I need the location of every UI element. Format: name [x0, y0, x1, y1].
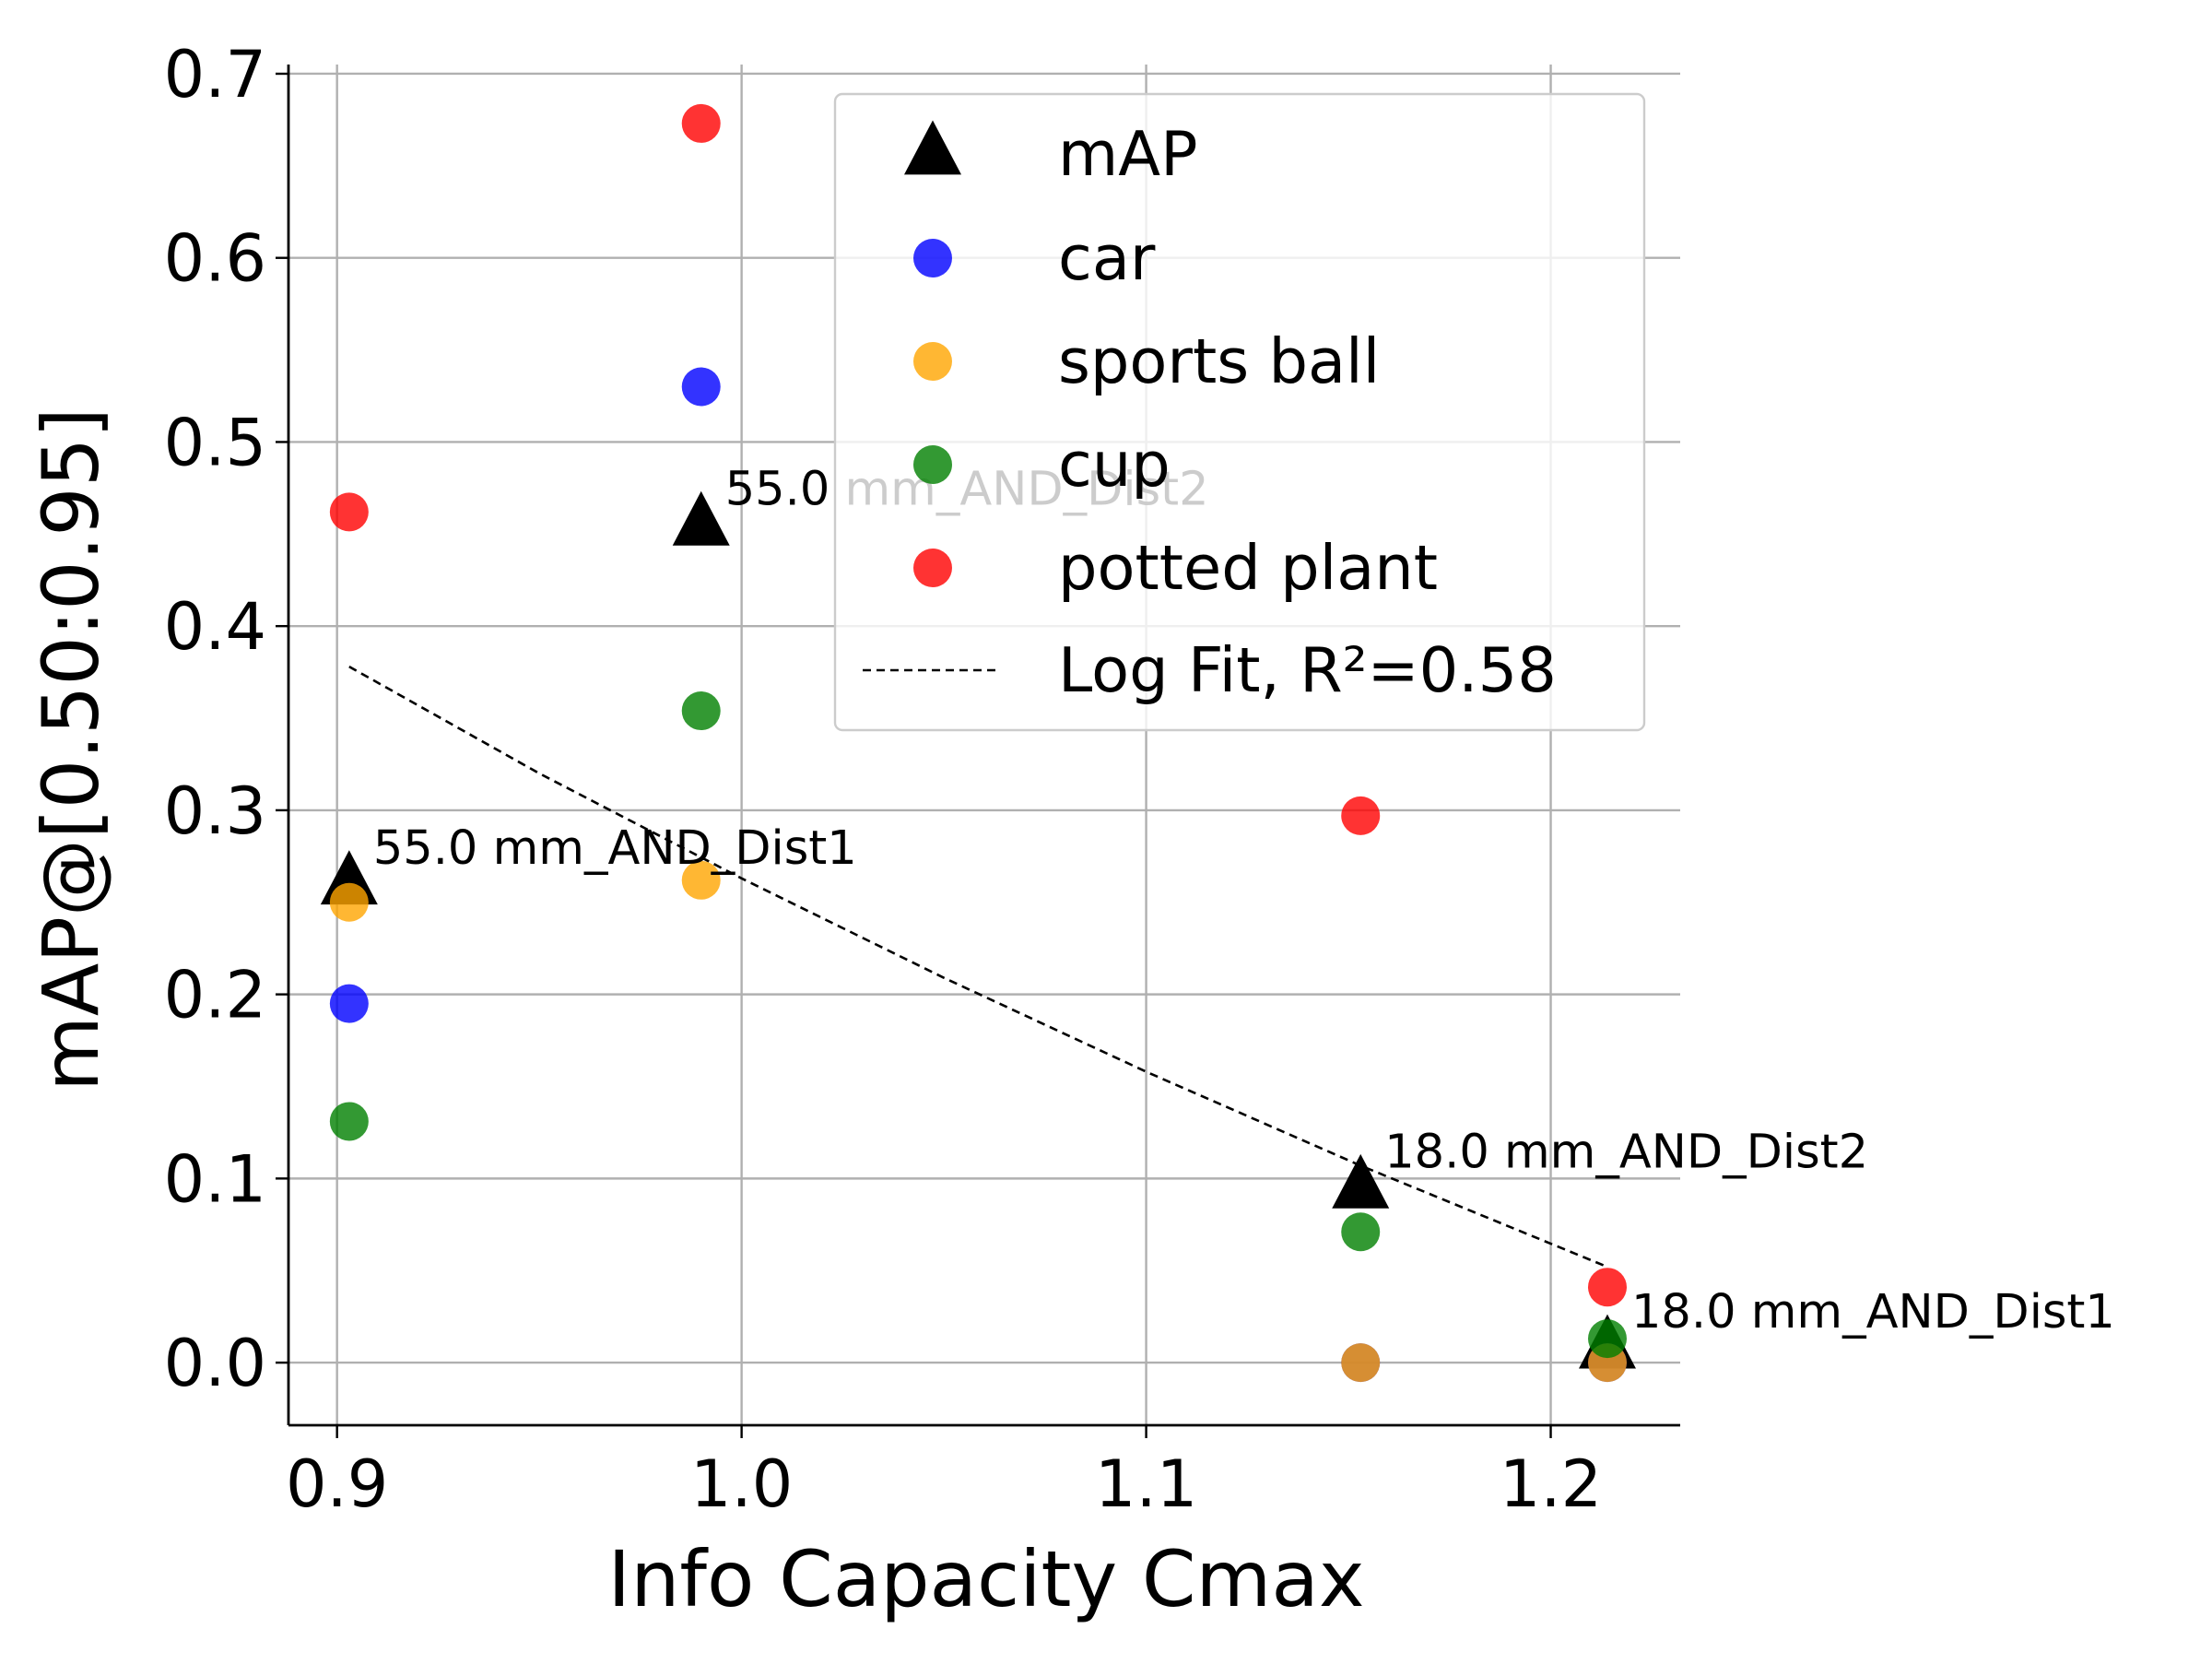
legend-label-map: mAP — [1058, 118, 1198, 190]
map-point — [672, 490, 730, 546]
y-tick-label: 0.2 — [164, 958, 266, 1033]
potted-plant-point — [329, 492, 369, 532]
legend-marker-cup — [913, 445, 952, 484]
data-points — [320, 103, 1636, 1383]
legend-label-sports-ball: sports ball — [1058, 325, 1380, 397]
legend-frame — [833, 92, 1646, 732]
y-tick-label: 0.7 — [164, 37, 266, 112]
car-point — [329, 984, 369, 1023]
cup-point — [681, 691, 721, 731]
cup-point — [1341, 1212, 1381, 1252]
point-annotation: 55.0 mm_AND_Dist1 — [373, 821, 857, 876]
sports-ball-point — [681, 860, 721, 900]
legend-label-cup: cup — [1058, 429, 1171, 501]
potted-plant-point — [1341, 796, 1381, 835]
y-tick-label: 0.0 — [164, 1326, 266, 1401]
legend: mAP car sports ball cup potted plant Log Fit,… — [833, 92, 1646, 732]
point-annotation: 18.0 mm_AND_Dist2 — [1384, 1125, 1868, 1179]
y-tick-label: 0.3 — [164, 773, 266, 849]
y-tick-label: 0.5 — [164, 405, 266, 480]
sports-ball-point — [329, 882, 369, 922]
legend-marker-car — [913, 239, 952, 277]
y-axis-title: mAP@[0.50:0.95] — [26, 407, 116, 1092]
legend-marker-sports-ball — [913, 342, 952, 381]
car-point — [681, 367, 721, 407]
cup-point — [1587, 1319, 1627, 1359]
fit-line-layer — [348, 665, 1608, 1269]
potted-plant-point — [1587, 1268, 1627, 1307]
y-tick-label: 0.4 — [164, 589, 266, 665]
x-tick-label: 0.9 — [286, 1446, 388, 1522]
y-tick-label: 0.6 — [164, 221, 266, 297]
legend-marker-map — [904, 120, 961, 175]
y-tick-label: 0.1 — [164, 1141, 266, 1217]
axes: 0.9 1.0 1.1 1.2 0.0 0.1 0.2 0.3 0.4 0.5 0.6 0.7 — [164, 37, 1680, 1522]
x-tick-label: 1.0 — [690, 1446, 793, 1522]
point-annotation: 18.0 mm_AND_Dist1 — [1631, 1285, 2115, 1339]
cup-point — [329, 1102, 369, 1141]
sports-ball-point — [1341, 1343, 1381, 1383]
log-fit-line — [348, 665, 1608, 1269]
legend-label-potted-plant: potted plant — [1058, 532, 1438, 604]
map-point — [1332, 1153, 1390, 1209]
x-tick-label: 1.1 — [1095, 1446, 1197, 1522]
legend-label-log-fit-r-0-58: Log Fit, R²=0.58 — [1058, 634, 1557, 706]
x-tick-label: 1.2 — [1500, 1446, 1602, 1522]
legend-label-car: car — [1058, 222, 1156, 294]
x-axis-title: Info Capacity Cmax — [607, 1534, 1364, 1624]
potted-plant-point — [681, 103, 721, 143]
legend-marker-potted-plant — [913, 549, 952, 587]
